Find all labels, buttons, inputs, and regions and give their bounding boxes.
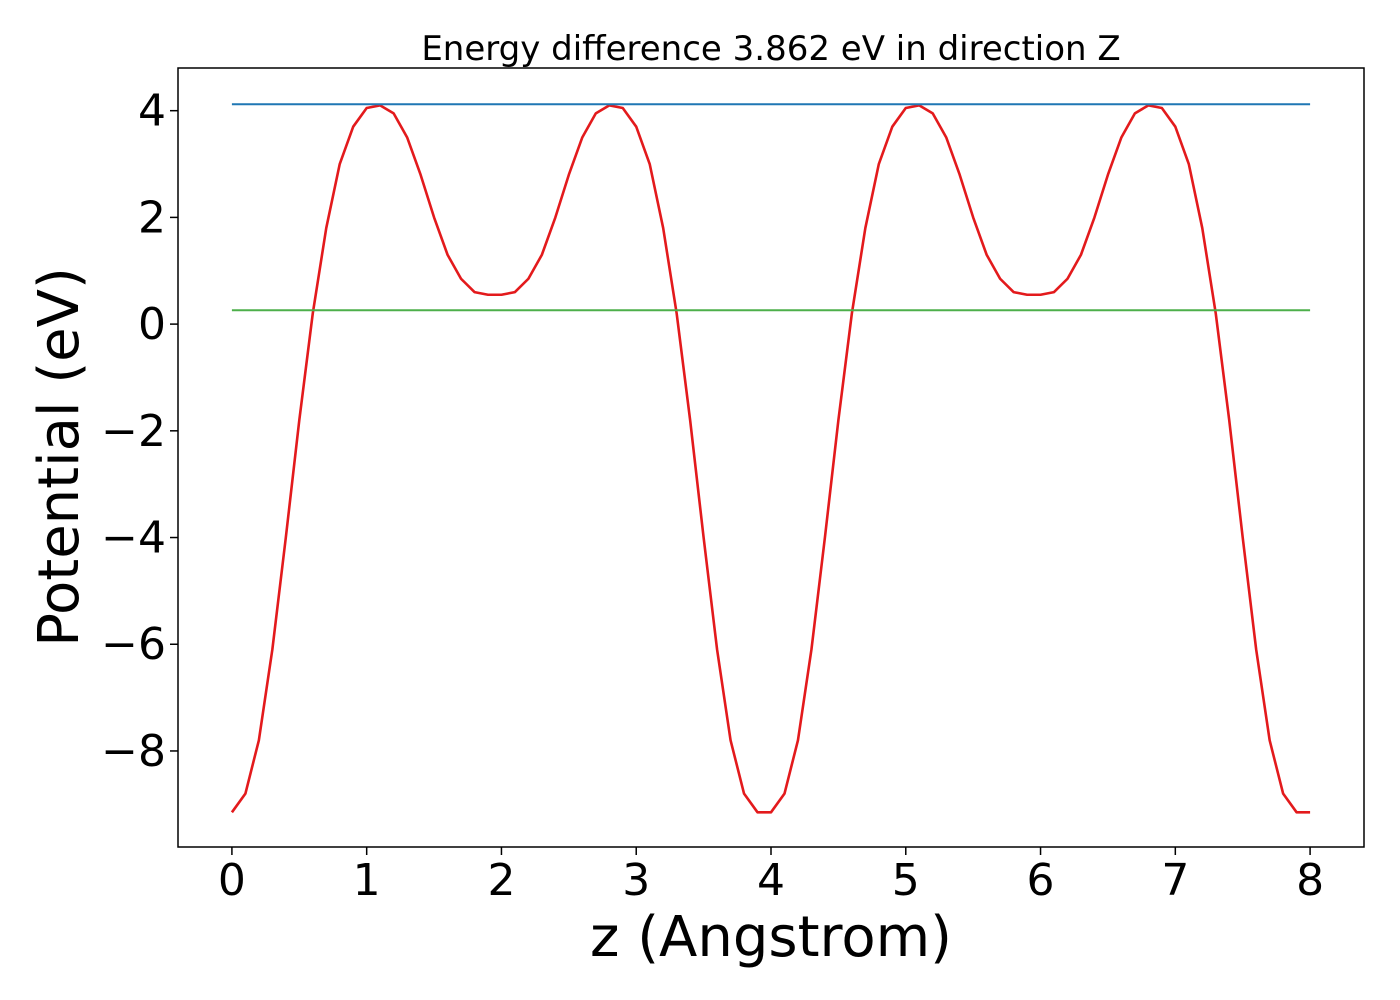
x-tick-label: 7 — [1161, 855, 1189, 906]
series-layer — [230, 103, 1311, 814]
x-tick-label: 4 — [757, 855, 785, 906]
y-tick-label: −8 — [101, 726, 166, 777]
y-tick-label: 4 — [138, 86, 166, 137]
x-tick-label: 5 — [892, 855, 920, 906]
y-tick-label: 0 — [138, 299, 166, 350]
y-tick-label: −2 — [101, 406, 166, 457]
y-axis-ticks: −8 −6 −4 −2 0 2 4 — [101, 86, 178, 777]
y-tick-label: 2 — [138, 192, 166, 243]
x-tick-label: 1 — [353, 855, 381, 906]
x-tick-label: 8 — [1296, 855, 1324, 906]
x-axis-label: z (Angstrom) — [590, 905, 952, 970]
x-axis-ticks: 0 1 2 3 4 5 6 7 8 — [218, 847, 1324, 906]
x-tick-label: 0 — [218, 855, 246, 906]
plot-frame — [177, 67, 1365, 848]
x-tick-label: 3 — [622, 855, 650, 906]
y-tick-label: −6 — [101, 619, 166, 670]
y-axis-label: Potential (eV) — [27, 267, 92, 647]
x-tick-label: 6 — [1027, 855, 1055, 906]
series-line-potential — [230, 104, 1311, 814]
y-tick-label: −4 — [101, 513, 166, 564]
x-tick-label: 2 — [487, 855, 515, 906]
chart-title: Energy difference 3.862 eV in direction … — [421, 29, 1120, 69]
